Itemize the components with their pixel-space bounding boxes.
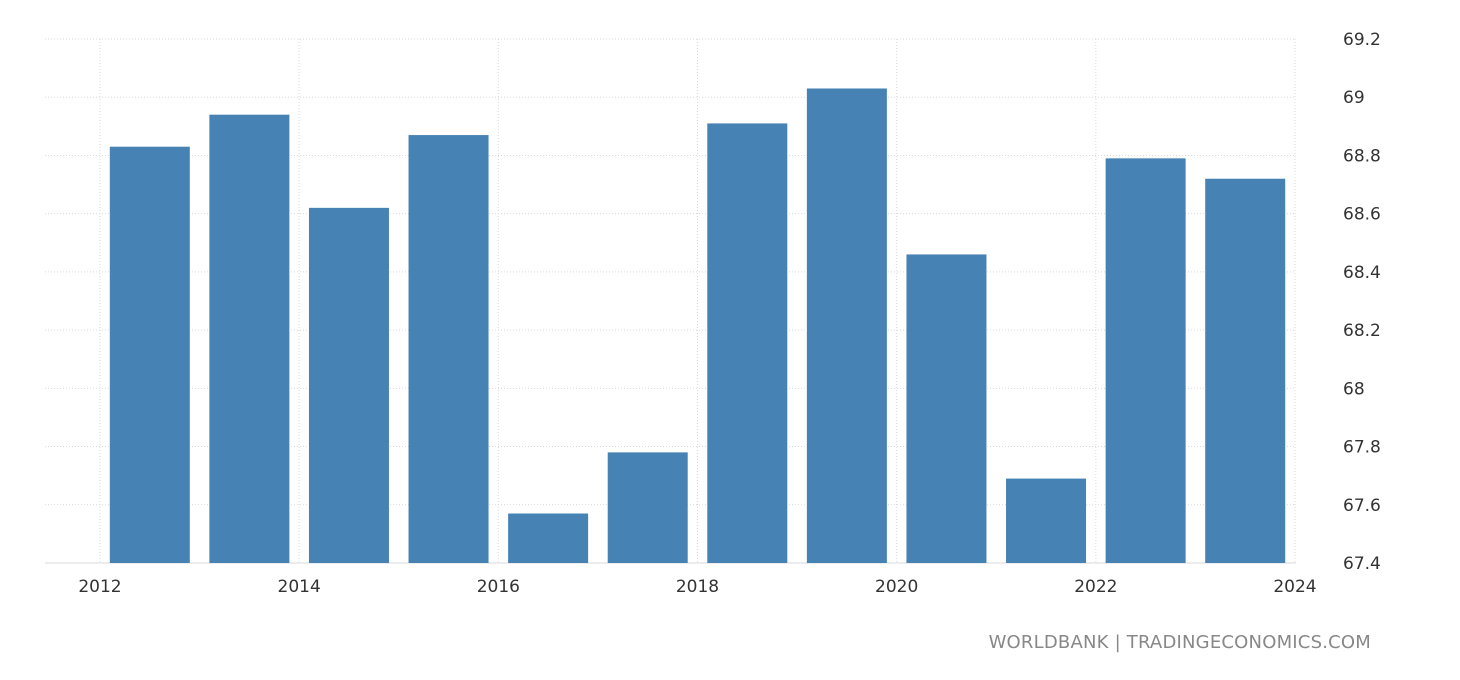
bar-2012 (109, 146, 190, 563)
y-tick-label: 68.6 (1343, 205, 1381, 225)
grid (45, 38, 1296, 564)
y-tick-label: 67.8 (1343, 438, 1381, 458)
y-tick-label: 68.8 (1343, 146, 1381, 166)
bar-2019 (806, 88, 887, 563)
bar-2018 (707, 123, 788, 563)
y-tick-label: 68.4 (1343, 263, 1381, 283)
bar-2013 (209, 114, 290, 563)
x-tick-label: 2016 (477, 577, 520, 597)
source-credit: WORLDBANK | TRADINGECONOMICS.COM (988, 632, 1371, 653)
bar-2021 (1006, 478, 1087, 563)
x-tick-label: 2018 (676, 577, 719, 597)
bar-2023 (1205, 178, 1286, 563)
x-tick-label: 2022 (1074, 577, 1117, 597)
y-tick-label: 67.4 (1343, 554, 1381, 574)
y-tick-label: 68.2 (1343, 321, 1381, 341)
bar-2016 (508, 513, 589, 563)
x-tick-label: 2014 (278, 577, 321, 597)
y-tick-label: 68 (1343, 379, 1365, 399)
bar-2015 (408, 135, 489, 564)
x-tick-label: 2024 (1273, 577, 1316, 597)
y-tick-label: 69 (1343, 88, 1365, 108)
bars (109, 88, 1286, 564)
y-tick-label: 69.2 (1343, 30, 1381, 50)
x-axis-labels: 2012 2014 2016 2018 2020 2022 2024 (78, 577, 1316, 597)
bar-2022 (1105, 158, 1186, 563)
y-axis-labels: 67.4 67.6 67.8 68 68.2 68.4 68.6 68.8 69 69.2 (1343, 30, 1381, 574)
y-tick-label: 67.6 (1343, 496, 1381, 516)
bar-2020 (906, 254, 987, 563)
x-tick-label: 2012 (78, 577, 121, 597)
bar-2014 (308, 207, 389, 563)
bar-2017 (607, 452, 688, 563)
x-tick-label: 2020 (875, 577, 918, 597)
